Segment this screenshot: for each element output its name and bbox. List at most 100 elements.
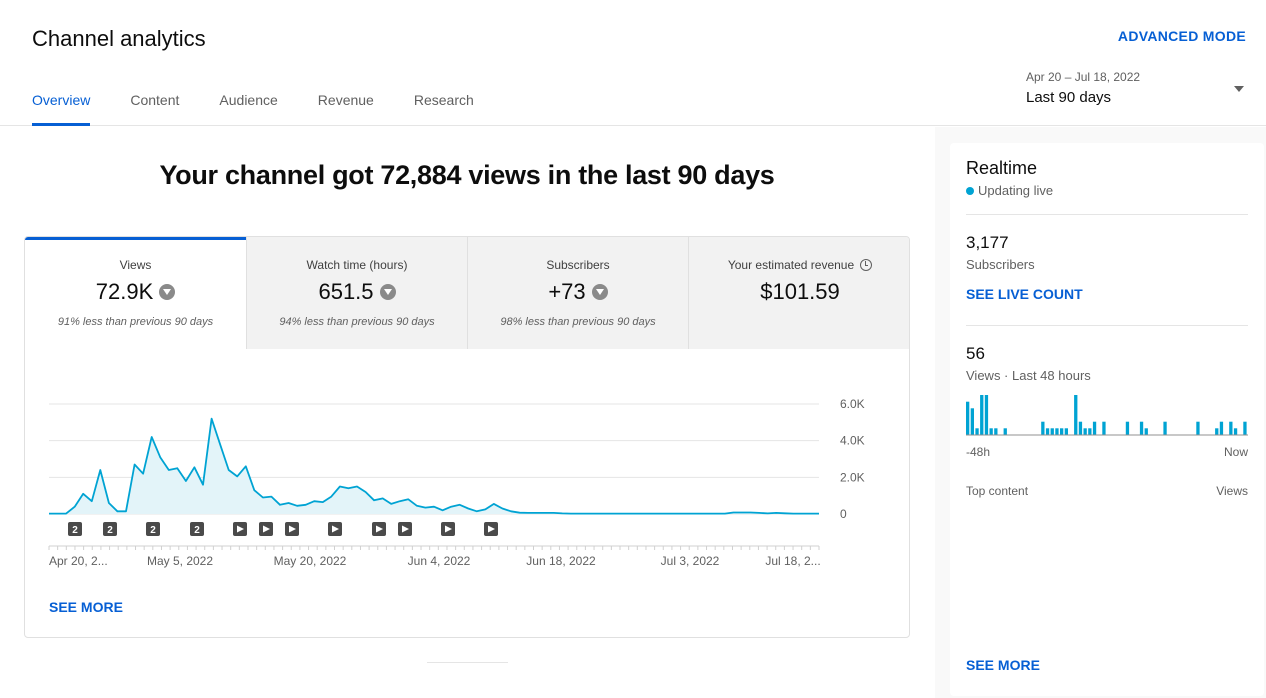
realtime-bar [1060, 428, 1064, 435]
see-live-count-link[interactable]: SEE LIVE COUNT [966, 286, 1083, 302]
date-range-dates: Apr 20 – Jul 18, 2022 [1026, 70, 1141, 84]
analytics-tabs: Overview Content Audience Revenue Resear… [32, 92, 514, 126]
live-dot-icon [966, 186, 974, 195]
realtime-bar [1144, 428, 1148, 435]
metric-tab-watch-time[interactable]: Watch time (hours) 651.5 94% less than p… [246, 237, 467, 349]
realtime-bar [1045, 428, 1050, 435]
axis-end-label: Now [1223, 445, 1248, 459]
metric-value: $101.59 [760, 279, 840, 304]
live-label: Updating live [978, 183, 1054, 198]
play-icon [263, 525, 270, 533]
realtime-views-count: 56 [966, 344, 985, 363]
metric-value-wrap: 72.9K [25, 279, 246, 305]
metric-comparison: 94% less than previous 90 days [279, 316, 435, 328]
divider [966, 325, 1248, 326]
realtime-bar [980, 395, 984, 435]
realtime-bar [970, 408, 974, 435]
date-range-label: Last 90 days [1026, 89, 1112, 106]
views-chart: 0 2.0K 4.0K 6.0K 2 2 2 2 Apr 20, 2... May 5, 2022… [48, 397, 865, 568]
top-content-label: Top content [966, 484, 1029, 498]
metric-label-wrap: Your estimated revenue [689, 258, 909, 272]
x-tick-label: Jul 18, 2... [765, 554, 820, 568]
realtime-bar [1163, 421, 1167, 435]
realtime-bar [1125, 421, 1130, 435]
metric-label: Your estimated revenue [727, 258, 855, 272]
realtime-bar [1050, 428, 1054, 435]
metric-label: Watch time (hours) [306, 258, 408, 272]
y-tick-label: 0 [840, 507, 847, 521]
clock-icon [860, 259, 873, 271]
tab-research[interactable]: Research [413, 92, 474, 108]
play-icon [332, 525, 339, 533]
realtime-bar [1215, 428, 1219, 435]
date-range-selector[interactable]: Apr 20 – Jul 18, 2022 Last 90 days [1026, 70, 1248, 114]
overview-headline: Your channel got 72,884 views in the las… [159, 160, 775, 190]
live-indicator: Updating live [966, 183, 1053, 198]
metric-label: Views [119, 258, 152, 272]
tab-revenue[interactable]: Revenue [317, 92, 374, 108]
metric-tab-revenue[interactable]: Your estimated revenue $101.59 [688, 237, 909, 349]
play-icon [289, 525, 296, 533]
tab-overview[interactable]: Overview [32, 92, 91, 126]
x-tick-label: Apr 20, 2... [49, 554, 108, 568]
multi-video-marker [103, 522, 117, 536]
metric-value-wrap: $101.59 [689, 279, 909, 305]
realtime-bar-chart [966, 395, 1248, 436]
realtime-bar [1219, 421, 1224, 435]
marker-count: 2 [150, 525, 156, 536]
tab-content[interactable]: Content [130, 92, 180, 108]
x-tick-label: Jun 4, 2022 [408, 554, 471, 568]
realtime-bar [1196, 421, 1200, 435]
x-tick-label: May 5, 2022 [147, 554, 213, 568]
see-more-link[interactable]: SEE MORE [49, 599, 123, 615]
realtime-bar [1064, 428, 1068, 435]
realtime-bar [1074, 395, 1078, 435]
top-content-views-label: Views [1216, 484, 1248, 498]
x-tick-label: May 20, 2022 [274, 554, 347, 568]
marker-count: 2 [107, 525, 113, 536]
metric-value-wrap: 651.5 [247, 279, 467, 305]
page-header: Channel analytics ADVANCED MODE Overview… [0, 0, 1266, 126]
arrow-down-icon [591, 284, 608, 300]
axis-start-label: -48h [966, 445, 991, 459]
divider [966, 214, 1248, 215]
realtime-bar [1233, 428, 1238, 435]
realtime-views-label: Views · Last 48 hours [966, 368, 1091, 383]
arrow-down-icon [379, 284, 396, 300]
realtime-bar [1139, 421, 1144, 435]
advanced-mode-button[interactable]: ADVANCED MODE [1117, 28, 1246, 44]
metric-value: 72.9K [95, 279, 154, 304]
multi-video-marker [146, 522, 160, 536]
y-tick-label: 4.0K [840, 434, 865, 448]
realtime-card: Realtime Updating live 3,177 Subscribers… [950, 143, 1264, 696]
metric-tab-views[interactable]: Views 72.9K 91% less than previous 90 da… [25, 237, 246, 349]
page-title: Channel analytics [32, 26, 206, 51]
play-icon [376, 525, 383, 533]
play-icon [445, 525, 452, 533]
y-tick-label: 6.0K [840, 397, 865, 411]
metric-tab-subscribers[interactable]: Subscribers +73 98% less than previous 9… [467, 237, 688, 349]
multi-video-marker [68, 522, 82, 536]
marker-count: 2 [72, 525, 78, 536]
play-icon [488, 525, 495, 533]
realtime-bar [966, 401, 970, 435]
realtime-bar [1229, 421, 1233, 435]
realtime-title: Realtime [966, 158, 1038, 178]
realtime-bar [1055, 428, 1059, 435]
x-tick-label: Jun 18, 2022 [526, 554, 596, 568]
metric-value-wrap: +73 [468, 279, 688, 305]
realtime-see-more-link[interactable]: SEE MORE [966, 657, 1040, 673]
metric-value: 651.5 [318, 279, 374, 304]
realtime-bar [1088, 428, 1092, 435]
realtime-bar [989, 428, 993, 435]
tab-audience[interactable]: Audience [219, 92, 278, 108]
realtime-bar [1102, 421, 1106, 435]
metrics-card: Views 72.9K 91% less than previous 90 da… [24, 236, 910, 638]
realtime-bar [1003, 428, 1007, 435]
realtime-bar [1083, 428, 1087, 435]
x-tick-label: Jul 3, 2022 [661, 554, 720, 568]
realtime-bar [984, 395, 989, 435]
metric-comparison: 91% less than previous 90 days [57, 316, 214, 328]
realtime-bar [975, 428, 979, 435]
realtime-bar [1243, 421, 1247, 435]
